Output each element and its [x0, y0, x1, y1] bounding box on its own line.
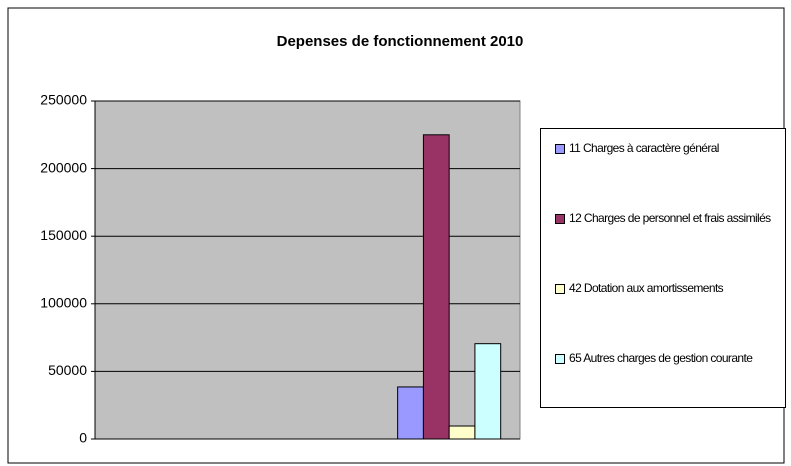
- bar: [422, 134, 450, 440]
- legend-label: 12 Charges de personnel et frais assimil…: [569, 211, 771, 225]
- legend-label: 42 Dotation aux amortissements: [569, 281, 724, 295]
- y-tick-label: 150000: [40, 227, 87, 243]
- y-tick-label: 50000: [48, 362, 87, 378]
- legend-label: 11 Charges à caractère général: [569, 141, 719, 155]
- legend-entry: 11 Charges à caractère général: [555, 141, 779, 211]
- bar: [448, 425, 476, 440]
- plot-area: [94, 100, 521, 440]
- legend-swatch: [555, 354, 565, 364]
- legend: 11 Charges à caractère général 12 Charges…: [540, 128, 786, 408]
- legend-swatch: [555, 284, 565, 294]
- legend-swatch: [555, 214, 565, 224]
- legend-swatch: [555, 144, 565, 154]
- legend-entry: 12 Charges de personnel et frais assimil…: [555, 211, 779, 281]
- chart-title: Depenses de fonctionnement 2010: [277, 33, 524, 50]
- legend-label: 65 Autres charges de gestion courante: [569, 351, 753, 365]
- legend-entry: 65 Autres charges de gestion courante: [555, 351, 779, 421]
- y-tick-label: 250000: [40, 92, 87, 108]
- y-tick-label: 100000: [40, 295, 87, 311]
- bar: [397, 386, 424, 440]
- y-tick-label: 0: [79, 430, 87, 446]
- y-tick-label: 200000: [40, 159, 87, 175]
- bar: [474, 343, 502, 440]
- legend-entry: 42 Dotation aux amortissements: [555, 281, 779, 351]
